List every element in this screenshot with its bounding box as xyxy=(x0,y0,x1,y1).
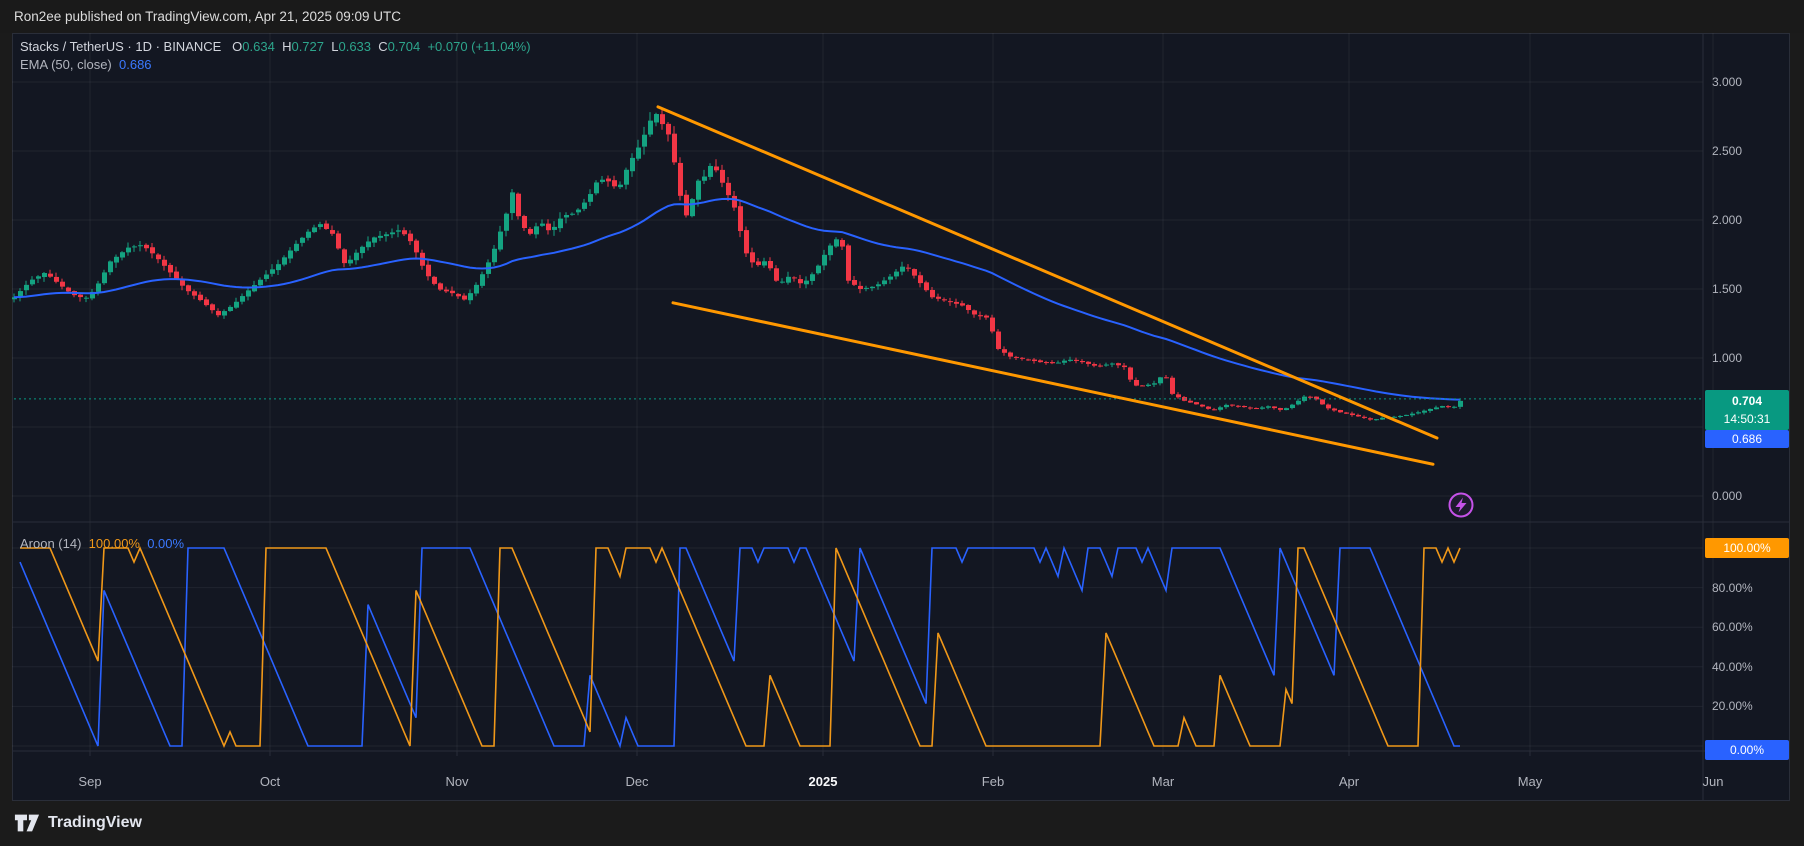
ema-price-badge: 0.686 xyxy=(1705,430,1789,448)
aroon-axis-label: 40.00% xyxy=(1712,659,1753,674)
high-label: H xyxy=(282,39,292,54)
price-axis-label: 0.000 xyxy=(1712,489,1743,503)
close-label: C xyxy=(378,39,388,54)
low-value: 0.633 xyxy=(338,39,372,54)
ema-legend[interactable]: EMA (50, close) 0.686 xyxy=(20,57,152,72)
aroon-legend[interactable]: Aroon (14) 100.00% 0.00% xyxy=(20,536,184,551)
open-label: O xyxy=(232,39,243,54)
countdown-timer: 14:50:31 xyxy=(1723,412,1771,426)
tradingview-logo-text: TradingView xyxy=(48,814,142,831)
price-axis-label: 1.000 xyxy=(1712,351,1743,365)
chart-canvas[interactable] xyxy=(12,33,1790,801)
tradingview-logo-icon xyxy=(14,814,40,832)
time-axis-label: Sep xyxy=(78,774,102,789)
price-axis-label: 2.500 xyxy=(1712,144,1743,158)
wedge-upper[interactable] xyxy=(656,105,1439,440)
aroon-down-line xyxy=(19,545,1460,749)
publication-text: Ron2ee published on TradingView.com, Apr… xyxy=(14,9,402,24)
time-axis-label: Dec xyxy=(625,774,649,789)
open-value: 0.634 xyxy=(242,39,275,54)
time-axis-label: May xyxy=(1517,774,1543,789)
ema-label: EMA (50, close) xyxy=(20,57,112,72)
time-axis-label: Nov xyxy=(445,774,469,789)
last-price-badge: 0.704 14:50:31 xyxy=(1705,390,1789,430)
aroon-axis-label: 80.00% xyxy=(1712,580,1753,595)
wedge-lower[interactable] xyxy=(671,301,1435,466)
aroon-up-badge: 100.00% xyxy=(1705,538,1789,558)
aroon-down-badge: 0.00% xyxy=(1705,740,1789,760)
publication-bar: Ron2ee published on TradingView.com, Apr… xyxy=(0,0,1804,33)
low-label: L xyxy=(331,39,339,54)
last-price-value: 0.704 xyxy=(1731,394,1763,408)
aroon-axis-label: 60.00% xyxy=(1712,620,1753,635)
chart-widget[interactable] xyxy=(12,33,1790,801)
price-axis-label: 3.000 xyxy=(1712,75,1743,89)
symbol-title[interactable]: Stacks / TetherUS · 1D · BINANCE xyxy=(20,39,222,54)
aroon-label: Aroon (14) xyxy=(20,536,82,551)
time-axis-label: Feb xyxy=(981,774,1005,789)
main-legend: Stacks / TetherUS · 1D · BINANCE O0.634 … xyxy=(20,39,531,54)
aroon-axis-label: 20.00% xyxy=(1712,699,1753,714)
ema-line xyxy=(13,197,1461,401)
time-axis-label: Apr xyxy=(1338,774,1360,789)
change-value: +0.070 (+11.04%) xyxy=(427,39,531,54)
aroon-up-line xyxy=(20,545,1461,749)
time-axis-label: Jun xyxy=(1702,774,1724,789)
time-axis-label: Mar xyxy=(1151,774,1175,789)
close-value: 0.704 xyxy=(387,39,421,54)
aroon-up-value: 100.00% xyxy=(88,536,140,551)
time-axis-label: 2025 xyxy=(808,774,838,789)
ema-value: 0.686 xyxy=(119,57,152,72)
boost-lightning-icon[interactable] xyxy=(1448,492,1474,518)
price-axis-label: 2.000 xyxy=(1712,213,1743,227)
price-axis-label: 1.500 xyxy=(1712,282,1743,296)
tradingview-footer[interactable]: TradingView xyxy=(14,810,142,836)
candles xyxy=(12,107,1463,421)
time-axis-label: Oct xyxy=(259,774,281,789)
aroon-down-value: 0.00% xyxy=(147,536,185,551)
high-value: 0.727 xyxy=(291,39,325,54)
